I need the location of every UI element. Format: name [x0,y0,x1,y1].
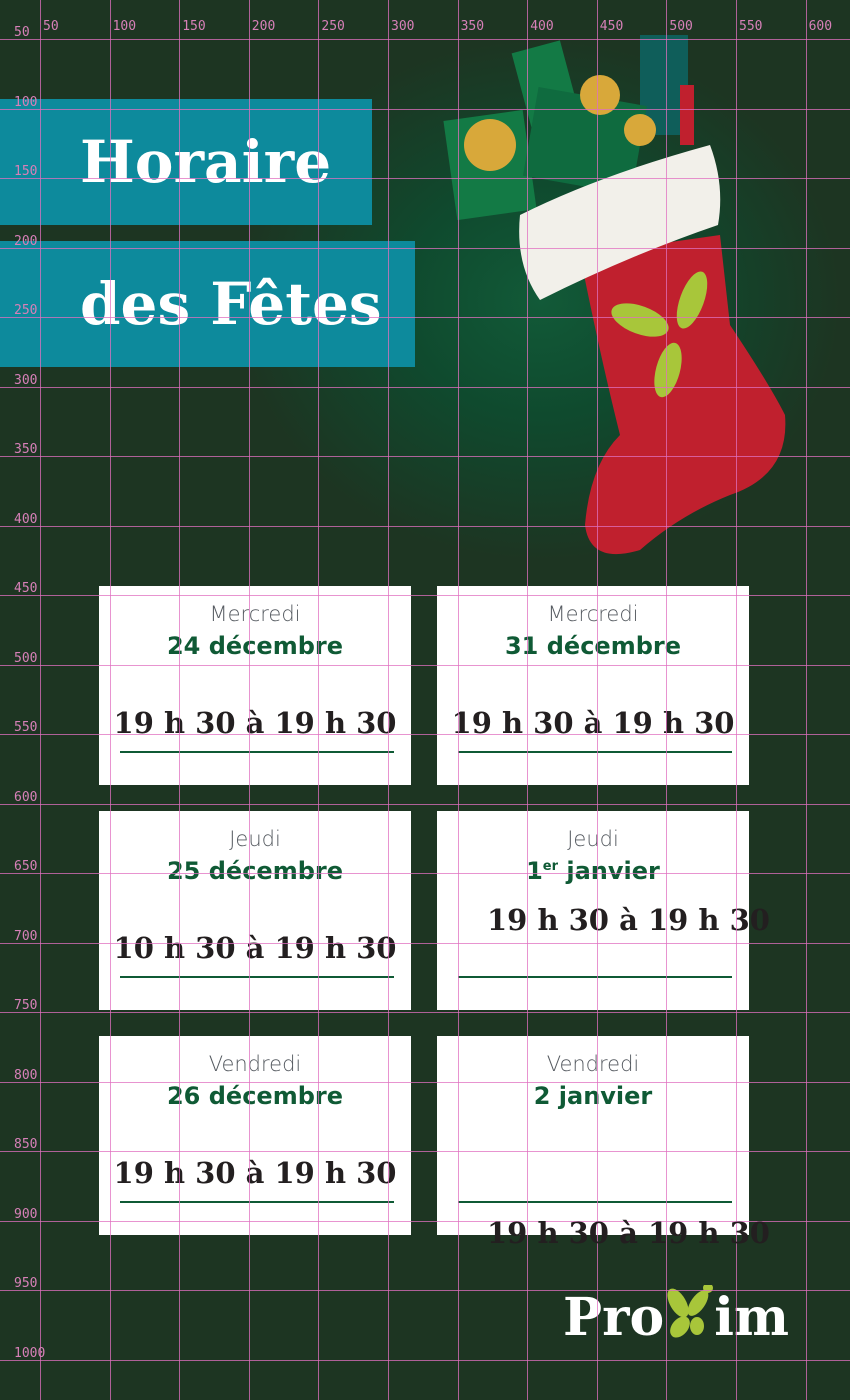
hours: 19 h 30 à 19 h 30 [113,706,397,740]
day-name: Mercredi [547,602,639,626]
title-line2: des Fêtes [80,270,382,338]
date: 2 janvier [533,1082,653,1110]
divider [458,976,732,978]
logo-flower-icon [667,1283,714,1338]
date: 24 décembre [166,632,343,660]
day-name: Vendredi [208,1052,302,1076]
schedule-card: Vendredi 26 décembre 19 h 30 à 19 h 30 [99,1036,411,1235]
hours-overflow: 19 h 30 à 19 h 30 [487,1216,770,1250]
title-line1: Horaire [80,128,332,196]
hours: 19 h 30 à 19 h 30 [451,706,735,740]
date: 31 décembre [504,632,681,660]
title-banner-line1: Horaire [0,99,372,225]
date: 26 décembre [166,1082,343,1110]
day-name: Mercredi [209,602,301,626]
divider [120,751,394,753]
day-name: Jeudi [567,827,619,851]
christmas-stocking-illustration [443,35,786,555]
day-name: Vendredi [546,1052,640,1076]
date: 25 décembre [166,857,343,885]
schedule-card: Vendredi 2 janvier [437,1036,749,1235]
title-banner-line2: des Fêtes [0,241,415,367]
schedule-card: Jeudi 25 décembre 10 h 30 à 19 h 30 [99,811,411,1010]
schedule-card: Mercredi 24 décembre 19 h 30 à 19 h 30 [99,586,411,785]
logo-text: Pro [563,1287,665,1348]
divider [458,751,732,753]
divider [458,1201,732,1203]
hours: 10 h 30 à 19 h 30 [113,931,397,965]
divider [120,976,394,978]
divider [120,1201,394,1203]
hours: 19 h 30 à 19 h 30 [113,1156,397,1190]
schedule-card: Mercredi 31 décembre 19 h 30 à 19 h 30 [437,586,749,785]
hours: 19 h 30 à 19 h 30 [487,903,770,937]
proxim-logo: Pro im [563,1283,789,1348]
day-name: Jeudi [229,827,281,851]
schedule-card: Jeudi 1er janvier 19 h 30 à 19 h 30 [437,811,770,1010]
date: 1er janvier [526,857,660,885]
